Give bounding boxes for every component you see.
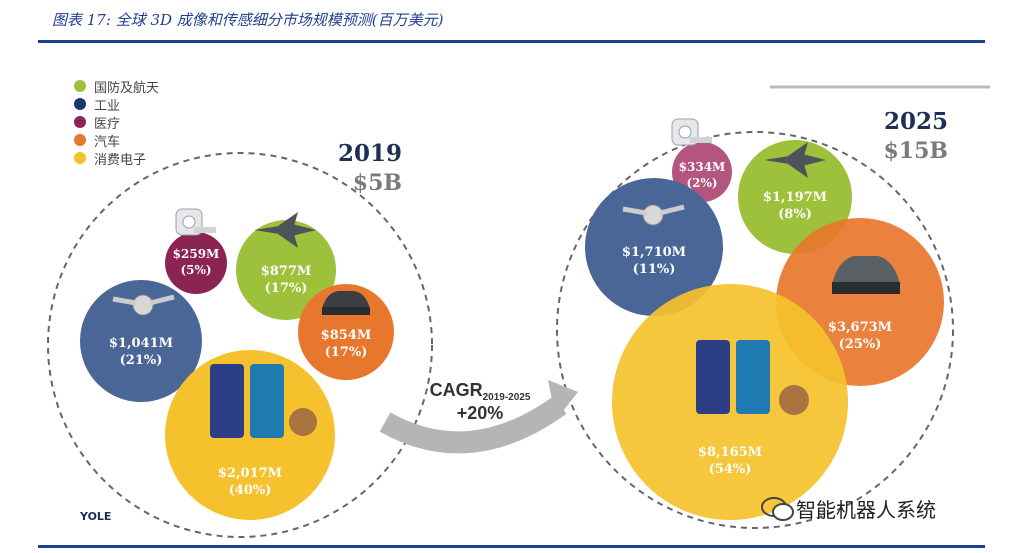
legend-dot [74,152,86,164]
legend-dot [74,80,86,92]
legend-item-medical: 医疗 [74,113,159,132]
legend-label: 汽车 [94,134,121,150]
bubble-value: $877M [260,264,312,280]
bottom-rule [38,545,985,548]
bubble-percent: (54%) [708,462,752,477]
cagr-text: CAGR [429,380,483,400]
legend-label: 医疗 [94,116,121,132]
ct-scanner-icon [671,118,712,146]
bubble-percent: (5%) [180,263,212,277]
legend-label: 工业 [94,98,121,114]
watermark: 智能机器人系统 [760,494,936,523]
legend-item-consumer: 消费电子 [74,149,159,168]
bubble-value: $2,017M [217,465,283,481]
legend-dot [74,116,86,128]
total-2019: $5B [352,170,402,196]
bubble-value: $1,197M [762,190,828,206]
cagr-label: CAGR2019-2025 +20% [420,380,540,424]
year-2025: 2025 [883,108,948,135]
bubble-percent: (17%) [264,281,308,296]
cagr-rate: +20% [456,403,504,424]
smartphone-icon [210,364,317,438]
legend-dot [74,98,86,110]
top-rule [38,40,985,43]
wechat-icon [761,496,794,521]
bubble-percent: (8%) [778,207,812,222]
legend-dot [74,134,86,146]
robot-arm-icon [622,204,685,226]
bubble-value: $259M [172,247,220,262]
year-2019: 2019 [337,140,402,167]
outer-circle-2019 [47,152,433,538]
ct-scanner-icon [175,208,216,236]
smartphone-icon [696,340,809,415]
bubble-percent: (11%) [632,262,676,277]
fighter-jet-icon [764,142,826,178]
legend-label: 国防及航天 [94,80,160,96]
watermark-text: 智能机器人系统 [796,498,936,522]
bubble-value: $1,710M [621,245,687,261]
legend-label: 消费电子 [94,152,147,168]
cagr-arrow [379,396,567,454]
bubble-percent: (2%) [686,176,718,190]
yole-logo: YOLE [80,510,112,523]
decorative-line [770,85,990,89]
bubble-value: $8,165M [697,445,763,461]
car-icon [832,256,900,294]
legend: 国防及航天 工业 医疗 汽车 消费电子 [74,77,160,168]
cagr-period: 2019-2025 [482,392,531,404]
legend-item-automotive: 汽车 [74,131,159,150]
bubble-value: $854M [320,328,372,344]
bubble-value: $1,041M [108,336,174,352]
figure-caption: 图表 17: 全球 3D 成像和传感细分市场规模预测(百万美元) [52,11,444,29]
bubble-2019-automotive: $854M (17%) [298,284,394,380]
legend-item-industrial: 工业 [74,95,159,114]
bubble-value: $334M [678,160,726,175]
car-icon [322,291,370,315]
legend-item-defense: 国防及航天 [74,77,160,96]
bubble-value: $3,673M [827,320,893,336]
robot-arm-icon [112,294,175,316]
cagr-arrow-head [548,380,578,420]
outer-circle-2025 [556,131,954,529]
total-2025: $15B [883,138,948,164]
bubble-percent: (21%) [119,353,163,368]
bubble-percent: (25%) [838,337,882,352]
bubble-percent: (40%) [228,482,272,498]
bubble-2019-medical: $259M (5%) [165,232,227,294]
bubble-percent: (17%) [324,345,368,360]
fighter-jet-icon [254,212,316,248]
